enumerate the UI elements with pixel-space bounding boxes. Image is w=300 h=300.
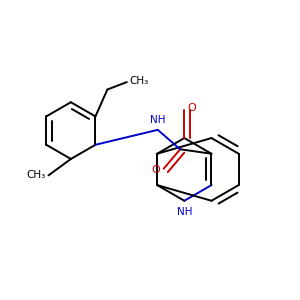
Text: CH₃: CH₃ — [129, 76, 148, 86]
Text: NH: NH — [150, 116, 166, 125]
Text: O: O — [152, 165, 160, 175]
Text: CH₃: CH₃ — [27, 170, 46, 180]
Text: NH: NH — [177, 207, 192, 217]
Text: O: O — [187, 103, 196, 113]
